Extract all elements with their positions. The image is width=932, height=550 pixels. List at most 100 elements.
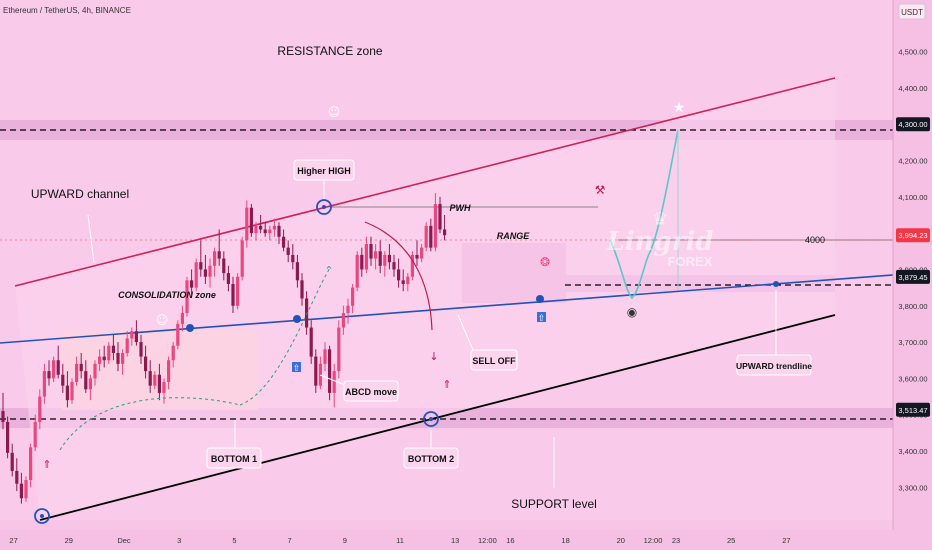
smile-icon-2: ☺ [156,313,169,327]
candle-body [397,269,401,281]
candle-body [10,452,14,471]
price-tags: 4,300.00 3,994.23 3,879.45 3,513.47 [896,117,930,417]
resistance-label: RESISTANCE zone [277,44,382,58]
candle-body [263,229,267,234]
candle-body [157,374,161,393]
candle-body [443,229,447,236]
candle-body [291,254,295,263]
candle-body [153,374,157,386]
candles [1,193,447,504]
upward-channel-label: UPWARD channel [31,187,129,201]
candle-body [75,363,79,383]
candle-body [415,254,419,259]
candle-body [167,360,171,383]
candle-body [231,283,235,306]
candle-body [52,360,56,379]
candle-body [130,331,134,339]
y-tick-label: 3,300.00 [898,483,927,492]
candle-body [328,349,332,393]
abcd-curve-2 [239,267,331,406]
candle-body [171,345,175,361]
candle-body [185,280,189,314]
selloff-label: SELL OFF [472,356,516,366]
x-tick-label: 27 [782,536,790,545]
time-axis [0,530,932,550]
price-tag-label: 3,513.47 [898,406,927,415]
candle-body [121,352,125,364]
candle-body [240,240,244,277]
candle-body [222,258,226,274]
candle-body [116,352,120,364]
candle-body [406,276,410,284]
candle-body [433,204,437,248]
higher-high-box [293,159,355,181]
candle-body [249,207,253,234]
candle-body [309,327,313,357]
price-tag-label: 3,994.23 [898,231,927,240]
trendline-label: UPWARD trendline [736,361,812,371]
chart-title: Ethereum / TetherUS, 4h, BINANCE [3,6,131,15]
candle-body [277,225,281,237]
candle-body [369,244,373,259]
candle-body [125,338,129,353]
candle-body [24,480,28,499]
support-label: SUPPORT level [511,497,597,511]
abcd-box [343,380,399,402]
rocket-icon-2: ⇑ [442,378,451,391]
x-tick-label: 12:00 [478,536,497,545]
selloff-box [470,349,518,371]
rocket-icon: ⇑ [42,458,51,471]
trendline-touch-1 [186,324,194,332]
candle-body [194,262,198,288]
down-arrow-icon: ↓ [429,350,438,363]
bottom2-label: BOTTOM 2 [408,454,454,464]
currency-label: USDT [901,8,923,17]
candle-body [420,247,424,259]
bottom-origin-marker [34,508,50,524]
candle-body [208,265,212,277]
candle-body [272,225,276,230]
arrow-up-icon [292,362,301,372]
y-tick-label: 3,600.00 [898,374,927,383]
candle-body [190,280,194,288]
candle-body [268,229,272,234]
candle-body [38,396,42,422]
y-tick-label: 4,400.00 [898,84,927,93]
candle-body [401,280,405,284]
candle-body [387,254,391,263]
price-tag-label: 3,879.45 [898,273,927,282]
y-tick-label: 4,100.00 [898,193,927,202]
candle-body [6,421,10,453]
range-label: RANGE [497,231,530,241]
candle-body [245,207,249,241]
candle-body [79,363,83,372]
up-arrow-icon: ⌃ [324,264,333,277]
currency-box [898,3,926,20]
higher-high-marker [316,199,332,215]
y-tick-label: 4,500.00 [898,48,927,57]
selloff-pointer [457,314,474,351]
trendline-touch-4 [773,281,779,287]
y-tick-label: 3,800.00 [898,302,927,311]
bottom2-dot [429,417,433,421]
candle-body [332,371,336,393]
candle-body [360,254,364,270]
candle-body [374,251,378,259]
price-tag [896,228,930,243]
candle-body [438,204,442,230]
candle-body [410,254,414,277]
level-4000-label: 4000 [805,235,825,245]
x-tick-label: Dec [117,536,131,545]
candle-body [286,247,290,255]
candle-body [429,225,433,248]
bottom2-marker [423,411,439,427]
hammer-icon: ⚒ [595,183,606,197]
candle-body [19,483,23,499]
consolidation-label: CONSOLIDATION zone [118,290,216,300]
candle-body [134,331,138,343]
x-tick-label: 25 [727,536,735,545]
x-tick-label: 20 [617,536,625,545]
candle-body [364,244,368,270]
watermark-top: Lingrid [606,227,714,257]
